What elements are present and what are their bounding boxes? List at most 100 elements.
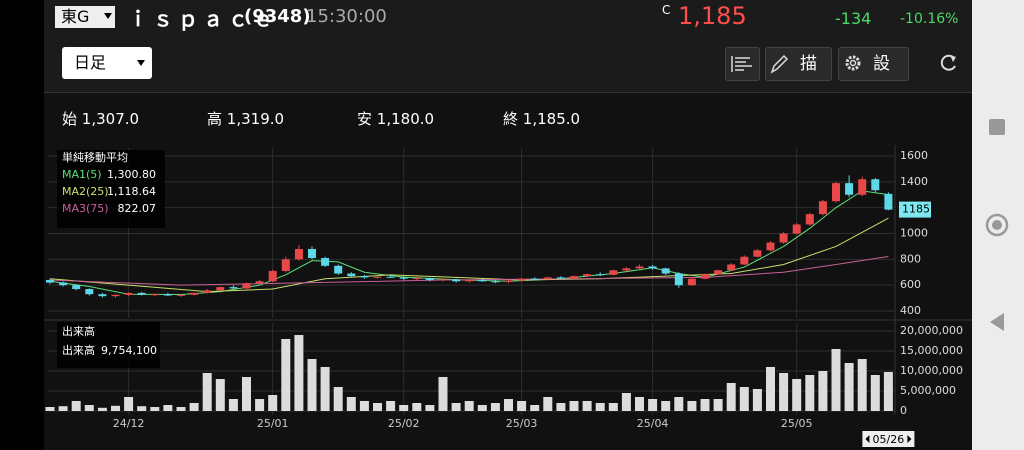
y-tick-label: 0 — [900, 404, 907, 417]
draw-label: 描画 — [800, 54, 817, 74]
nav-recent[interactable] — [989, 119, 1005, 135]
volume-bar — [687, 401, 697, 411]
candle-body — [845, 183, 854, 195]
legend-box — [57, 322, 160, 368]
gear-icon — [849, 59, 857, 67]
legend-value: 9,754,100 — [101, 344, 157, 357]
volume-bar — [648, 399, 658, 411]
ma-line — [49, 190, 889, 295]
candle-body — [504, 280, 513, 282]
volume-bar — [569, 401, 579, 411]
candle-body — [177, 294, 185, 296]
legend-name: 出来高 — [62, 343, 95, 357]
volume-bar — [268, 395, 278, 411]
candle-body — [412, 278, 421, 280]
y-tick-label: 15,000,000 — [900, 344, 963, 357]
change: -134 — [835, 9, 872, 28]
candle-body — [229, 287, 238, 289]
volume-bar — [517, 401, 527, 411]
volume-bar — [320, 367, 330, 411]
y-tick-label: 1000 — [900, 227, 928, 240]
legend-name: MA3(75) — [62, 202, 109, 215]
candle-body — [478, 280, 487, 282]
candle-body — [871, 179, 880, 191]
volume-bar — [425, 405, 435, 411]
y-tick-label: 5,000,000 — [900, 384, 956, 397]
settings-label: 設定 — [873, 54, 890, 74]
candle-body — [85, 289, 94, 295]
candle-body — [268, 270, 277, 282]
candle-body — [714, 270, 723, 275]
exchange-select[interactable]: 東G — [55, 6, 115, 28]
candle-body — [491, 281, 500, 283]
nav-back[interactable] — [990, 313, 1004, 331]
candle-body — [190, 292, 199, 295]
volume-bar — [805, 375, 815, 411]
price-tag — [899, 201, 931, 218]
candle-body — [242, 283, 251, 289]
candle-body — [255, 281, 264, 284]
refresh-icon — [950, 55, 956, 62]
nav-home[interactable] — [985, 213, 1009, 237]
period: 日足 — [74, 53, 107, 72]
candle-body — [386, 276, 395, 278]
candle-body — [596, 274, 605, 276]
candle-body — [727, 264, 736, 271]
candle-body — [111, 294, 120, 297]
time: 15:30:00 — [306, 6, 387, 27]
candle-body — [766, 242, 775, 251]
x-tick-label: 25/02 — [388, 417, 420, 430]
candle-body — [137, 292, 146, 295]
volume-bar — [621, 393, 631, 411]
volume-bar — [137, 406, 147, 411]
legend-name: MA1(5) — [62, 168, 102, 181]
candle-body — [635, 266, 644, 269]
settings-button[interactable]: 設定 — [838, 47, 909, 81]
candle-body — [425, 278, 434, 280]
volume-bar — [674, 397, 684, 411]
candle-body — [46, 280, 54, 283]
dropdown-arrow — [137, 60, 145, 66]
volume-bar — [202, 373, 212, 411]
volume-bar — [438, 377, 448, 411]
summary-value: 1,180.0 — [376, 110, 435, 128]
candle-body — [884, 193, 893, 210]
volume-bar — [726, 383, 736, 411]
volume-bar — [504, 399, 513, 411]
volume-bar — [556, 403, 566, 411]
indicator-icon — [731, 56, 752, 72]
candle-body — [347, 273, 356, 277]
legend-title: 出来高 — [62, 324, 95, 338]
y-tick-label: 10,000,000 — [900, 364, 963, 377]
candle-body — [59, 282, 68, 286]
volume-bar — [635, 397, 644, 411]
period-select[interactable]: 日足 — [62, 47, 152, 79]
price-tag-label: 1185 — [902, 203, 930, 216]
volume-bar — [739, 387, 749, 411]
volume-bar — [792, 379, 802, 411]
x-tick-label: 24/12 — [113, 417, 145, 430]
cursor-arrow — [907, 435, 912, 443]
volume-bar — [464, 401, 474, 411]
candle-body — [150, 294, 159, 296]
volume-bar — [346, 397, 356, 411]
refresh-icon[interactable] — [940, 54, 956, 71]
candle-body — [72, 285, 81, 290]
volume-bar — [870, 375, 880, 411]
volume-bar — [58, 406, 68, 411]
candle-body — [687, 278, 696, 286]
indicator-button[interactable] — [725, 47, 760, 81]
legend-value: 1,300.80 — [107, 168, 156, 181]
y-tick-label: 600 — [900, 278, 921, 291]
volume-bar — [399, 405, 409, 411]
volume-bar — [582, 401, 592, 411]
volume-bar — [595, 403, 605, 411]
candle-body — [792, 224, 801, 234]
volume-bar — [255, 399, 265, 411]
volume-bar — [333, 387, 343, 411]
volume-bar — [359, 401, 369, 411]
y-tick-label: 800 — [900, 252, 921, 265]
candle-body — [294, 249, 303, 260]
candle-body — [858, 179, 867, 195]
